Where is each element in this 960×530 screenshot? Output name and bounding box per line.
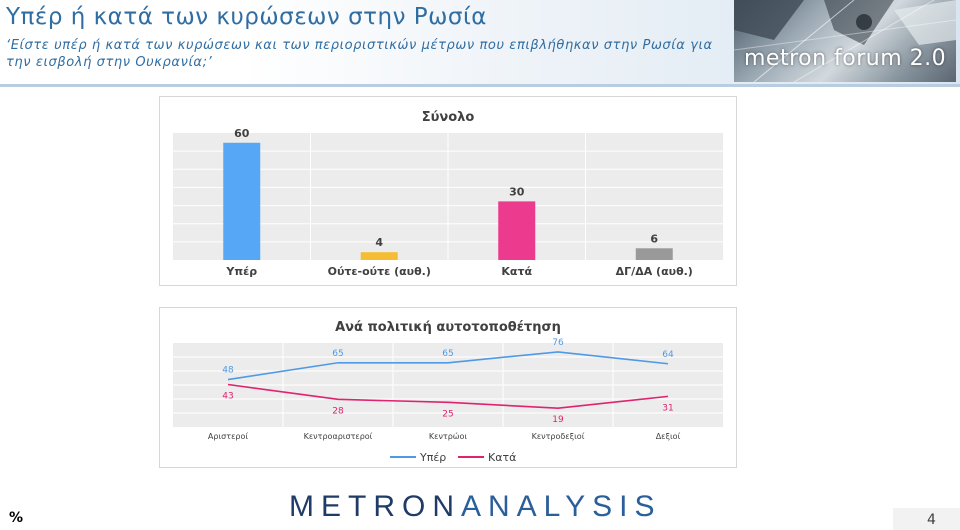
brand-light: ANALYSIS (461, 490, 662, 523)
bar (498, 201, 536, 260)
data-label: 19 (552, 415, 564, 425)
metron-forum-logo: metron forum 2.0 (734, 0, 956, 82)
slide-subtitle: ‘Είστε υπέρ ή κατά των κυρώσεων και των … (6, 38, 713, 70)
category-label: Κεντροαριστεροί (304, 432, 373, 441)
data-label: 31 (662, 403, 673, 413)
category-label: Κεντροδεξιοί (532, 432, 585, 441)
total-bar-chart: 60 Υπέρ 4 Ούτε-ούτε (αυθ.) 30 Κατά 6 ΔΓ/ΔΑ (αυθ… (173, 127, 723, 278)
slide-header: Υπέρ ή κατά των κυρώσεων στην Ρωσία ‘Είσ… (0, 0, 960, 87)
category-label: Ούτε-ούτε (αυθ.) (328, 265, 431, 278)
legend-label: Υπέρ (419, 451, 446, 464)
total-chart-panel: Σύνολο 60 Υπέρ 4 Ούτε-ούτε (αυθ.) 30 Κατά 6 ΔΓ/… (159, 96, 737, 286)
data-label: 28 (332, 406, 344, 416)
slide-title: Υπέρ ή κατά των κυρώσεων στην Ρωσία (6, 4, 487, 30)
metron-analysis-logo: METRONANALYSIS (289, 490, 662, 524)
logo-artwork (734, 0, 956, 82)
bar (635, 248, 673, 260)
data-label: 48 (222, 366, 234, 376)
category-label: Υπέρ (225, 265, 257, 278)
data-label: 6 (650, 232, 658, 245)
ideology-line-chart: 48 65 65 76 64 43 28 25 19 31 Αριστεροί Κεντροαριστ… (173, 338, 723, 464)
data-label: 60 (234, 127, 250, 140)
category-label: Κεντρώοι (429, 431, 468, 441)
category-label: Κατά (501, 265, 532, 278)
corner-decoration (893, 508, 960, 530)
data-label: 64 (662, 350, 674, 360)
series-line (227, 351, 669, 381)
data-label: 65 (442, 349, 453, 359)
ideology-chart-panel: Ανά πολιτική αυτοτοποθέτηση 48 65 65 76 64 43… (159, 307, 737, 468)
unit-label: % (9, 510, 24, 526)
bar (223, 142, 261, 260)
category-label: ΔΓ/ΔΑ (αυθ.) (616, 265, 693, 278)
data-label: 65 (332, 349, 343, 359)
total-chart-title: Σύνολο (421, 110, 475, 125)
brand-bold: METRON (289, 490, 461, 523)
legend-label: Κατά (488, 451, 516, 464)
bar-plot-background (173, 133, 723, 260)
category-label: Αριστεροί (208, 432, 248, 441)
data-label: 76 (552, 338, 564, 348)
line-plot-background (173, 343, 723, 427)
data-label: 25 (442, 409, 453, 419)
logo-text: metron forum 2.0 (744, 46, 947, 71)
ideology-chart-title: Ανά πολιτική αυτοτοποθέτηση (335, 320, 561, 335)
data-label: 43 (222, 392, 233, 402)
data-label: 4 (375, 236, 383, 249)
data-label: 30 (509, 185, 525, 198)
series-line (227, 383, 669, 410)
bar (360, 252, 398, 260)
category-label: Δεξιοί (656, 432, 681, 441)
page-number: 4 (927, 512, 936, 528)
